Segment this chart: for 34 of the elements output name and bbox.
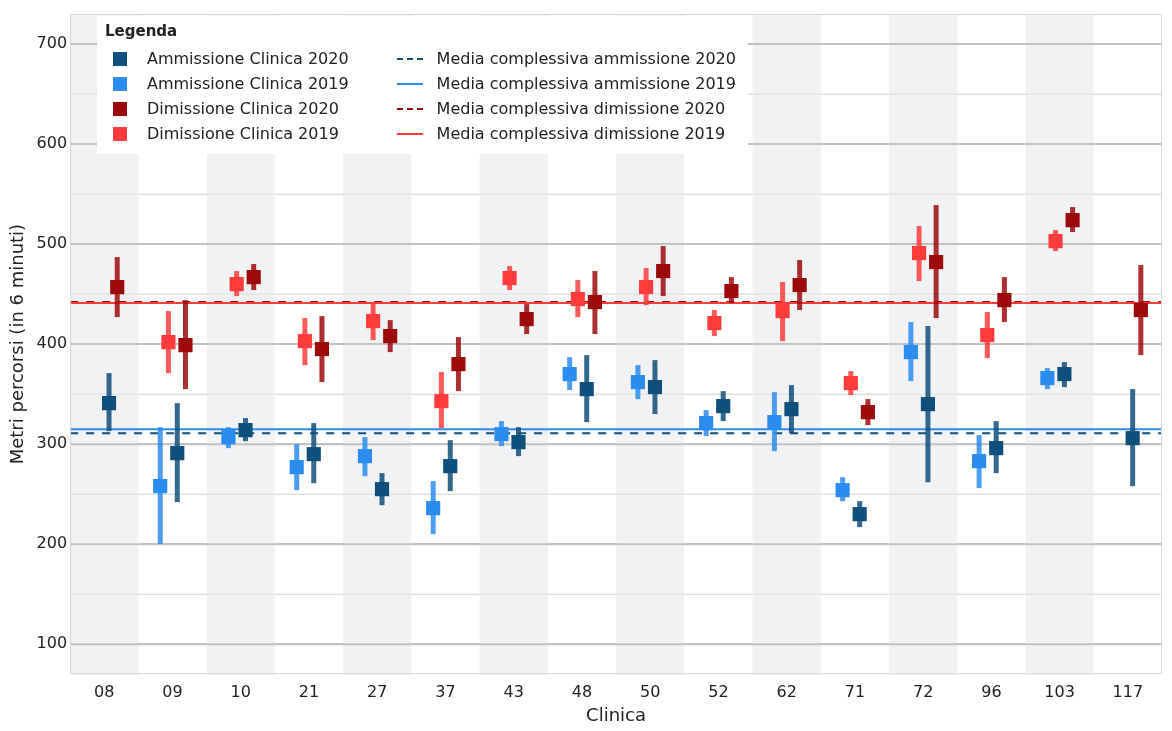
- y-tick-label: 400: [36, 333, 68, 353]
- y-tick-label: 100: [36, 633, 68, 653]
- x-tick-label: 117: [1112, 681, 1144, 701]
- x-tick-label: 96: [981, 681, 1002, 701]
- x-tick-label: 09: [162, 681, 183, 701]
- legend-title: Legenda: [105, 22, 179, 40]
- y-tick-label: 500: [36, 233, 68, 253]
- y-tick-label: 700: [36, 33, 68, 53]
- x-tick-label: 08: [94, 681, 115, 701]
- y-tick-label: 200: [36, 533, 68, 553]
- legend-label: Ammissione Clinica 2019: [147, 74, 349, 93]
- x-tick-label: 50: [640, 681, 661, 701]
- x-tick-label: 72: [912, 681, 934, 701]
- x-tick-label: 10: [230, 681, 251, 701]
- x-tick-label: 48: [571, 681, 593, 701]
- y-tick-label: 600: [36, 133, 68, 153]
- legend-label: Media complessiva dimissione 2019: [436, 124, 726, 143]
- legend-label: Media complessiva ammissione 2019: [436, 74, 736, 93]
- y-axis-title: Metri percorsi (in 6 minuti): [6, 223, 28, 465]
- x-tick-label: 37: [435, 681, 456, 701]
- legend-label: Media complessiva ammissione 2020: [436, 49, 736, 68]
- x-tick-label: 21: [298, 681, 320, 701]
- x-tick-label: 103: [1044, 681, 1075, 701]
- x-tick-label: 43: [503, 681, 524, 701]
- legend-label: Ammissione Clinica 2020: [147, 49, 349, 68]
- legend-label: Media complessiva dimissione 2020: [436, 99, 726, 118]
- y-tick-label: 300: [36, 433, 68, 453]
- legend-label: Dimissione Clinica 2019: [147, 124, 339, 143]
- x-tick-label: 62: [776, 681, 797, 701]
- x-tick-label: 27: [367, 681, 388, 701]
- x-axis-title: Clinica: [586, 703, 647, 725]
- legend-label: Dimissione Clinica 2020: [147, 99, 339, 118]
- x-tick-label: 71: [844, 681, 866, 701]
- x-tick-label: 52: [708, 681, 729, 701]
